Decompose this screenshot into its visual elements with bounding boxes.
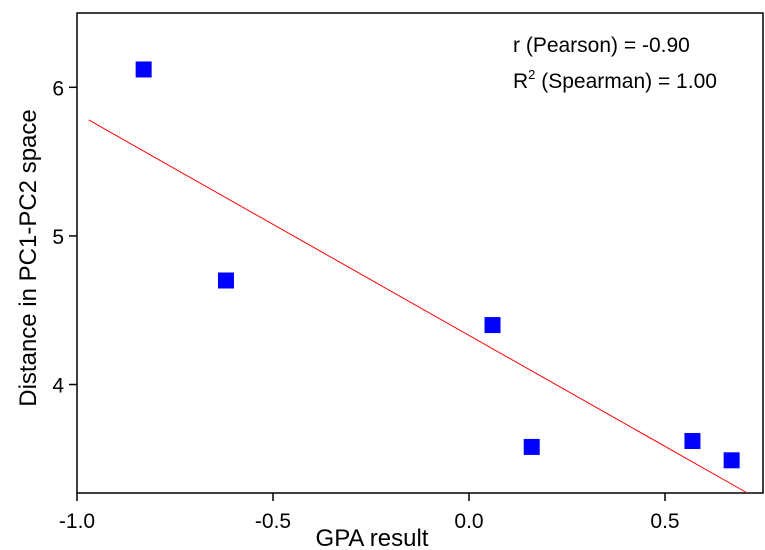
data-point-3 — [484, 317, 501, 334]
x-axis-label: GPA result — [316, 525, 429, 550]
x-tick-label: 0.5 — [650, 510, 679, 533]
annotation-pearson: r (Pearson) = -0.90 — [513, 34, 690, 57]
data-point-1 — [135, 61, 152, 78]
data-points — [135, 61, 740, 469]
y-axis-label: Distance in PC1-PC2 space — [15, 109, 42, 406]
data-point-4 — [523, 438, 540, 455]
x-tick-label: -0.5 — [255, 510, 291, 533]
x-tick-label: -1.0 — [59, 510, 95, 533]
y-tick-label: 4 — [52, 375, 64, 398]
annotation-spearman-prefix: R — [513, 70, 528, 93]
x-tick-label: 0.0 — [454, 510, 483, 533]
y-tick-label: 6 — [52, 77, 64, 100]
fit-line — [88, 119, 748, 494]
data-point-5 — [684, 432, 701, 449]
data-point-6 — [723, 452, 740, 469]
annotation-spearman-superscript: 2 — [528, 67, 535, 82]
annotation-spearman: R2 (Spearman) = 1.00 — [513, 67, 717, 93]
x-axis-ticks: -1.0 -0.5 0.0 0.5 — [59, 493, 680, 533]
fit-line-group — [88, 119, 748, 494]
y-tick-label: 5 — [52, 226, 64, 249]
plot-frame — [76, 12, 764, 494]
y-axis-ticks: 4 5 6 — [52, 77, 77, 398]
annotation-spearman-suffix: (Spearman) = 1.00 — [535, 70, 717, 93]
data-point-2 — [217, 272, 234, 289]
